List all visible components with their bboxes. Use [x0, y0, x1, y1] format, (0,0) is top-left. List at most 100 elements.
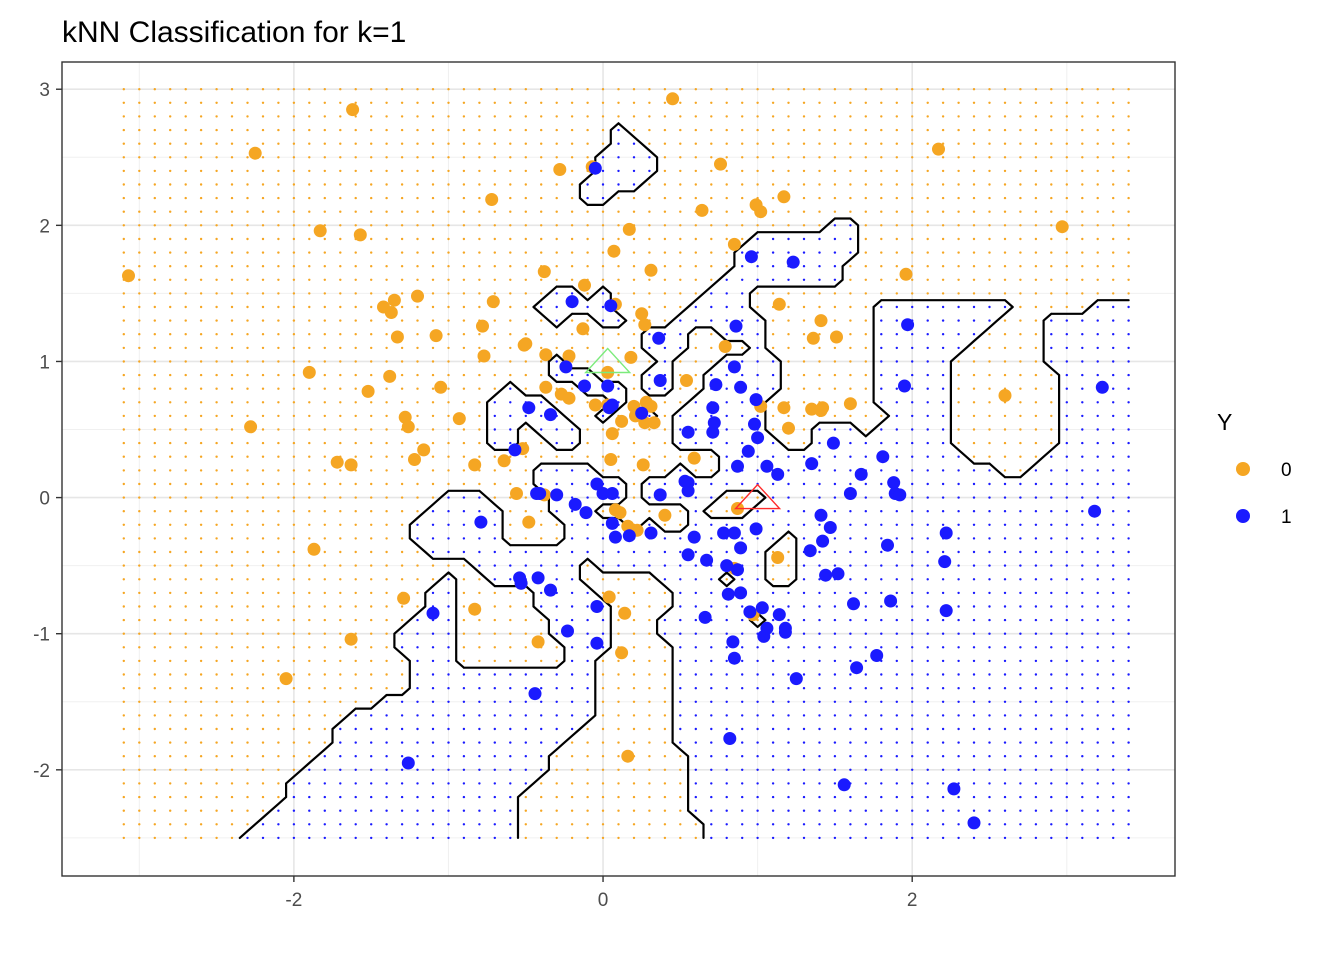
grid-point	[741, 346, 744, 350]
grid-point	[679, 700, 682, 703]
grid-point	[1065, 196, 1069, 200]
grid-point	[199, 428, 203, 431]
grid-point	[493, 741, 496, 744]
grid-point	[1065, 482, 1069, 486]
grid-point	[988, 537, 991, 540]
grid-point	[895, 605, 898, 608]
grid-point	[354, 265, 357, 268]
grid-point	[895, 224, 898, 227]
grid-point	[122, 401, 126, 404]
grid-point	[802, 496, 806, 499]
grid-point	[354, 687, 357, 690]
grid-point	[1127, 414, 1130, 418]
grid-point	[169, 687, 172, 690]
grid-point	[710, 414, 713, 418]
grid-point	[277, 646, 280, 649]
grid-point	[524, 605, 527, 608]
grid-point	[864, 768, 867, 771]
grid-point	[416, 727, 419, 731]
grid-point	[308, 428, 311, 431]
grid-point	[555, 401, 558, 404]
grid-point	[370, 469, 373, 472]
grid-point	[632, 714, 636, 717]
grid-point	[462, 156, 466, 159]
grid-point	[1050, 428, 1053, 431]
grid-point	[725, 428, 728, 431]
grid-point	[122, 346, 126, 350]
grid-point	[261, 809, 265, 812]
grid-point	[169, 510, 172, 513]
grid-point	[648, 755, 651, 758]
grid-point	[370, 224, 373, 227]
grid-point	[679, 782, 682, 785]
grid-point	[926, 523, 929, 526]
grid-point	[462, 265, 466, 268]
grid-point	[323, 823, 326, 826]
grid-point	[864, 823, 867, 826]
grid-point	[215, 305, 218, 309]
grid-point	[617, 659, 620, 663]
grid-point	[1034, 115, 1038, 118]
grid-point	[926, 564, 929, 567]
grid-point	[308, 727, 311, 731]
grid-point	[354, 564, 357, 567]
grid-point	[957, 251, 960, 254]
grid-point	[230, 115, 234, 118]
grid-point	[524, 755, 527, 758]
grid-point	[478, 278, 481, 281]
grid-point	[988, 782, 991, 785]
grid-point	[1096, 741, 1099, 744]
grid-point	[911, 809, 914, 812]
grid-point	[1003, 128, 1007, 132]
grid-point	[524, 768, 527, 771]
grid-point	[416, 564, 419, 567]
grid-point	[1003, 768, 1007, 771]
grid-point	[864, 687, 867, 690]
grid-point	[617, 782, 620, 785]
grid-point	[555, 156, 558, 159]
grid-point	[261, 687, 265, 690]
grid-point	[1127, 196, 1130, 200]
grid-point	[895, 755, 898, 758]
grid-point	[663, 319, 667, 322]
grid-point	[385, 496, 388, 499]
grid-point	[679, 755, 682, 758]
grid-point	[431, 196, 435, 200]
grid-point	[385, 224, 388, 227]
grid-point	[138, 768, 141, 771]
grid-point	[787, 183, 790, 186]
grid-point	[849, 414, 852, 418]
grid-point	[648, 210, 651, 213]
grid-point	[586, 292, 589, 295]
training-point-class-1	[731, 563, 744, 577]
grid-point	[601, 782, 605, 785]
grid-point	[632, 441, 636, 445]
grid-point	[1127, 265, 1130, 268]
grid-point	[601, 265, 605, 268]
grid-point	[895, 578, 898, 581]
grid-point	[771, 360, 775, 363]
grid-point	[169, 360, 172, 363]
grid-point	[864, 305, 867, 309]
grid-point	[802, 373, 806, 377]
grid-point	[555, 237, 558, 241]
grid-point	[447, 265, 450, 268]
grid-point	[911, 469, 914, 472]
grid-point	[880, 496, 883, 499]
grid-point	[570, 169, 574, 173]
grid-point	[431, 659, 435, 663]
training-point-class-0	[644, 263, 658, 277]
grid-point	[400, 605, 404, 608]
grid-point	[478, 265, 481, 268]
training-point-class-0	[1055, 220, 1069, 234]
grid-point	[385, 727, 388, 731]
grid-point	[292, 441, 296, 445]
grid-point	[509, 292, 512, 295]
grid-point	[1096, 496, 1099, 499]
grid-point	[400, 510, 404, 513]
grid-point	[972, 156, 976, 159]
grid-point	[230, 564, 234, 567]
grid-point	[308, 537, 311, 540]
training-point-class-1	[749, 393, 763, 407]
grid-point	[540, 714, 543, 717]
